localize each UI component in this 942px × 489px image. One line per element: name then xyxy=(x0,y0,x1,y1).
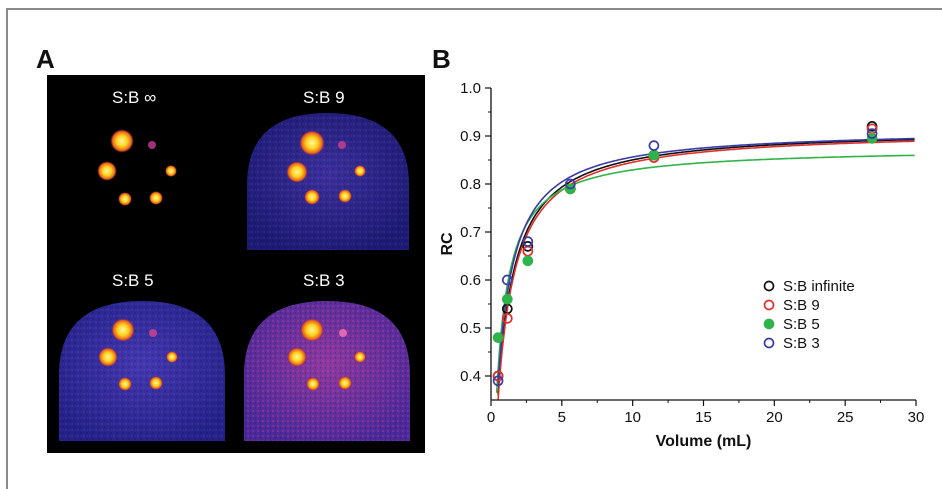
y-axis-title: RC xyxy=(439,232,456,256)
data-point xyxy=(501,293,513,305)
legend-marker xyxy=(763,299,775,311)
legend-label: S:B 5 xyxy=(783,316,820,333)
x-axis-title: Volume (mL) xyxy=(656,433,752,450)
y-tick-label: 0.6 xyxy=(460,272,481,289)
x-tick-label: 5 xyxy=(558,409,566,426)
legend-label: S:B infinite xyxy=(783,278,855,295)
y-tick-label: 0.4 xyxy=(460,368,481,385)
y-tick-label: 0.7 xyxy=(460,224,481,241)
y-tick-label: 0.8 xyxy=(460,176,481,193)
panel-a-letter: A xyxy=(36,44,55,74)
figure-frame xyxy=(6,8,942,489)
legend-marker xyxy=(763,280,775,292)
label-sb-9: S:B 9 xyxy=(303,88,345,107)
phantom-image-grid xyxy=(59,113,410,441)
data-point xyxy=(501,313,513,324)
label-sb-infinity: S:B ∞ xyxy=(112,88,157,107)
data-point xyxy=(866,128,878,139)
x-tick-label: 10 xyxy=(624,409,641,426)
phantom-sb-5 xyxy=(59,301,225,441)
fit-curve xyxy=(495,154,915,393)
data-point xyxy=(564,178,576,190)
data-point xyxy=(522,236,534,247)
legend-label: S:B 9 xyxy=(783,297,820,314)
phantom-sb-infinity xyxy=(97,129,177,206)
x-tick-label: 25 xyxy=(837,409,854,426)
fit-curve xyxy=(497,137,915,384)
legend-marker xyxy=(763,318,775,330)
data-point xyxy=(501,274,513,286)
data-point xyxy=(522,241,534,252)
label-sb-5: S:B 5 xyxy=(112,271,154,290)
pet-phantom-images: S:B ∞ S:B 9 S:B 5 S:B 3 xyxy=(47,75,425,453)
panel-b-letter: B xyxy=(432,44,451,74)
x-tick-label: 0 xyxy=(487,409,495,426)
x-tick-label: 30 xyxy=(908,409,925,426)
phantom-sb-3 xyxy=(244,301,410,441)
y-tick-label: 0.9 xyxy=(460,128,481,145)
x-tick-label: 20 xyxy=(766,409,783,426)
label-sb-3: S:B 3 xyxy=(303,271,345,290)
x-tick-label: 15 xyxy=(695,409,712,426)
data-point xyxy=(522,255,534,267)
data-point xyxy=(492,370,504,382)
legend-label: S:B 3 xyxy=(783,335,820,352)
data-point xyxy=(648,149,660,161)
data-point xyxy=(648,140,660,151)
y-tick-label: 1.0 xyxy=(460,80,481,97)
legend-marker xyxy=(763,337,775,349)
phantom-sb-9 xyxy=(247,113,409,250)
y-tick-label: 0.5 xyxy=(460,320,481,337)
fit-curve xyxy=(497,138,915,396)
data-point xyxy=(492,332,504,343)
data-point xyxy=(492,375,504,387)
fit-curve xyxy=(497,140,915,400)
